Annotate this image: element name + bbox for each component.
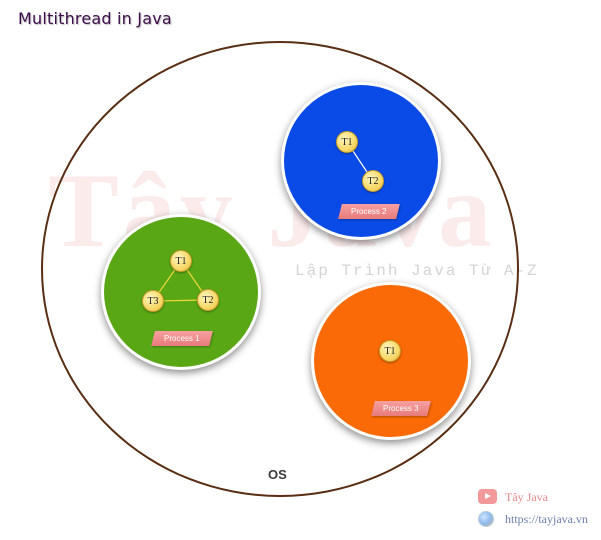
process-3-label: Process 3 [371,401,431,416]
os-label: OS [268,467,287,482]
p2-thread-t1: T1 [336,131,358,153]
process-2-label: Process 2 [338,204,400,219]
process-1-label: Process 1 [151,331,213,346]
footer-url[interactable]: https://tayjava.vn [505,512,588,526]
process-1-circle [101,214,261,370]
p3-thread-t1: T1 [379,340,401,362]
p1-thread-t1: T1 [170,250,192,272]
p2-thread-t2: T2 [362,170,384,192]
p1-thread-t3: T3 [142,290,164,312]
footer-channel[interactable]: Tây Java [505,490,548,504]
youtube-icon [478,489,497,504]
globe-icon [478,511,494,527]
page-title: Multithread in Java [18,9,172,28]
p1-thread-t2: T2 [197,289,219,311]
os-circle [41,41,519,497]
